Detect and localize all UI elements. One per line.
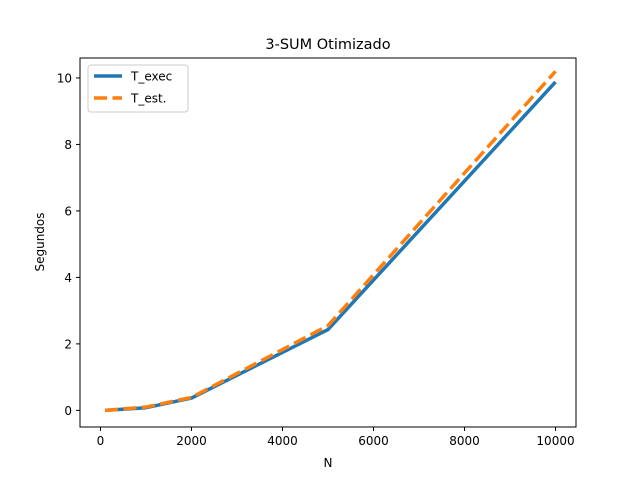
axis-ticks: 0 2000 4000 6000 8000 10000 0 2 4 6 8 10 — [57, 71, 575, 448]
plot-area — [104, 70, 557, 413]
plot-frame — [79, 57, 577, 428]
legend-label-0: T_exec — [130, 70, 172, 84]
legend: T_exec T_est. — [87, 64, 189, 113]
x-axis-label: N — [324, 456, 333, 470]
series-line-1 — [104, 70, 557, 413]
x-tick-label: 10000 — [536, 434, 574, 448]
x-tick-label: 6000 — [358, 434, 389, 448]
y-tick-label: 4 — [64, 271, 72, 285]
y-tick-label: 0 — [64, 404, 72, 418]
x-tick-label: 4000 — [267, 434, 298, 448]
y-tick-label: 6 — [64, 204, 72, 218]
y-axis-label: Segundos — [33, 212, 47, 271]
y-tick-label: 8 — [64, 138, 72, 152]
legend-label-1: T_est. — [130, 92, 166, 106]
x-tick-label: 8000 — [449, 434, 480, 448]
y-tick-label: 2 — [64, 337, 72, 351]
x-tick-label: 0 — [97, 434, 105, 448]
x-tick-label: 2000 — [176, 434, 207, 448]
chart-title: 3-SUM Otimizado — [265, 37, 390, 53]
y-tick-label: 10 — [57, 71, 72, 85]
